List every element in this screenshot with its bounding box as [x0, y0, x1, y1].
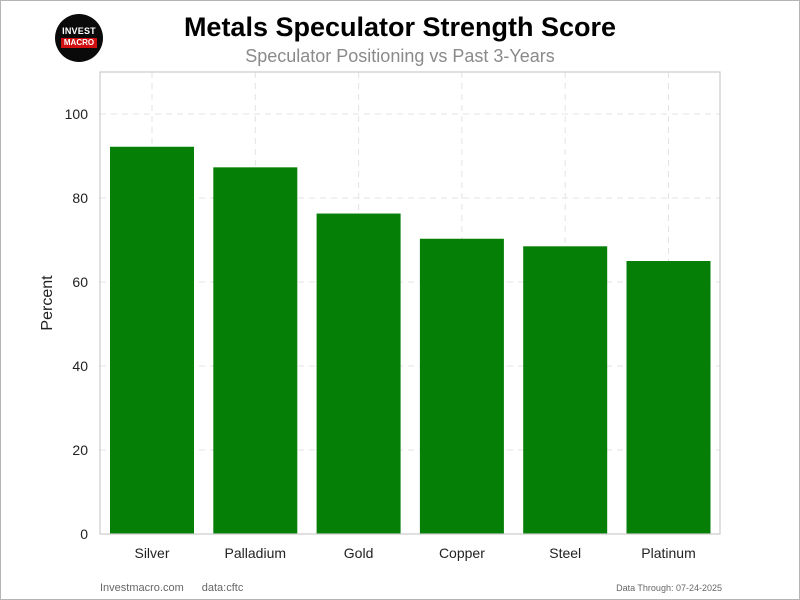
y-tick-labels: 0 20 40 60 80 100: [65, 106, 89, 542]
y-tick-label: 80: [72, 190, 88, 206]
logo-text-invest: INVEST: [62, 26, 96, 36]
bar-steel: [523, 246, 608, 535]
investmacro-logo: INVEST MACRO: [55, 14, 103, 62]
footer-data-through: Data Through: 07-24-2025: [616, 583, 722, 593]
y-tick-label: 20: [72, 442, 88, 458]
chart-subtitle: Speculator Positioning vs Past 3-Years: [245, 46, 555, 66]
bar-silver: [110, 146, 194, 534]
y-tick-label: 0: [80, 526, 88, 542]
bar-gold: [316, 213, 401, 535]
y-axis-label: Percent: [39, 275, 56, 331]
x-tick-label-copper: Copper: [439, 545, 485, 561]
bar-copper: [419, 238, 504, 535]
footer-credits: Investmacro.com data:cftc: [100, 582, 243, 594]
bar-platinum: [626, 261, 711, 534]
footer-site: Investmacro.com: [100, 582, 184, 594]
x-tick-label-platinum: Platinum: [641, 545, 695, 561]
bars: [110, 146, 711, 535]
x-tick-label-steel: Steel: [549, 545, 581, 561]
logo-text-macro: MACRO: [61, 38, 97, 48]
x-tick-label-silver: Silver: [134, 545, 169, 561]
x-tick-label-gold: Gold: [344, 545, 374, 561]
y-tick-label: 60: [72, 274, 88, 290]
y-tick-label: 40: [72, 358, 88, 374]
bar-palladium: [213, 167, 298, 534]
footer-source: data:cftc: [201, 582, 244, 594]
x-tick-label-palladium: Palladium: [225, 545, 286, 561]
plot-area-border: [99, 71, 721, 535]
chart-title: Metals Speculator Strength Score: [183, 12, 617, 42]
y-tick-label: 100: [65, 106, 89, 122]
x-tick-labels: Silver Palladium Gold Copper Steel Platinum: [134, 545, 695, 561]
